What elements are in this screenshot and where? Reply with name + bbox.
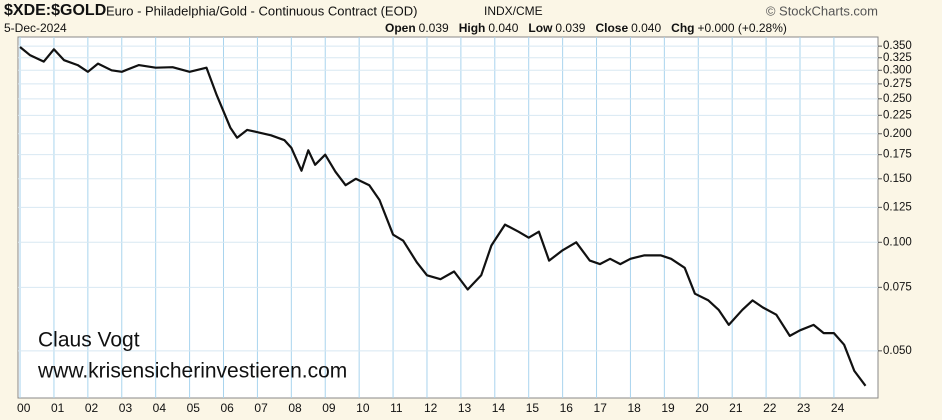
y-tick-label: 0.125 (883, 201, 912, 213)
x-tick-label: 23 (797, 401, 811, 415)
quote-label: High (459, 21, 486, 35)
x-tick-label: 06 (221, 401, 235, 415)
x-tick-label: 01 (51, 401, 65, 415)
y-tick-label: 0.150 (883, 173, 912, 185)
plot-area (17, 36, 879, 399)
x-tick-label: 10 (356, 401, 370, 415)
x-tick-label: 18 (627, 401, 641, 415)
annotation: www.krisensicherinvestieren.com (37, 360, 347, 383)
x-tick-label: 17 (594, 401, 608, 415)
annotation: Claus Vogt (38, 329, 140, 352)
x-tick-label: 00 (17, 401, 31, 415)
x-tick-label: 12 (424, 401, 438, 415)
y-tick-label: 0.050 (883, 345, 912, 357)
y-tick-label: 0.300 (883, 64, 912, 76)
x-tick-label: 24 (831, 401, 845, 415)
x-tick-label: 02 (85, 401, 99, 415)
y-tick-label: 0.075 (883, 281, 912, 293)
quote-label: Open (385, 21, 416, 35)
quote-label: Low (528, 21, 553, 35)
quote-value: +0.000 (+0.28%) (697, 21, 786, 35)
exchange: INDX/CME (484, 4, 543, 18)
x-tick-label: 04 (153, 401, 167, 415)
x-tick-label: 05 (187, 401, 201, 415)
x-tick-label: 16 (560, 401, 574, 415)
x-tick-label: 03 (119, 401, 133, 415)
chart-title: $XDE:$GOLD (4, 2, 106, 19)
y-tick-label: 0.175 (883, 149, 912, 161)
quote-label: Chg (671, 21, 694, 35)
x-tick-label: 11 (390, 401, 403, 415)
y-tick-label: 0.200 (883, 128, 912, 140)
quote-value: 0.040 (631, 21, 661, 35)
y-tick-label: 0.225 (883, 109, 912, 121)
quote-value: 0.040 (488, 21, 518, 35)
subtitle: Euro - Philadelphia/Gold - Continuous Co… (106, 3, 417, 18)
x-tick-label: 19 (661, 401, 675, 415)
price-line (19, 46, 867, 387)
y-tick-label: 0.350 (883, 40, 912, 52)
x-tick-label: 21 (729, 401, 743, 415)
quote-value: 0.039 (555, 21, 585, 35)
source: © StockCharts.com (766, 3, 878, 18)
x-tick-label: 09 (322, 401, 336, 415)
y-tick-label: 0.325 (883, 52, 912, 64)
quote: Open 0.039 High 0.040 Low 0.039 Close 0.040 Chg +… (385, 21, 787, 35)
date: 5-Dec-2024 (4, 21, 67, 35)
quote-value: 0.039 (419, 21, 449, 35)
x-tick-label: 07 (254, 401, 268, 415)
y-tick-label: 0.250 (883, 93, 912, 105)
x-tick-label: 14 (492, 401, 506, 415)
x-tick-label: 20 (695, 401, 709, 415)
x-tick-label: 13 (458, 401, 472, 415)
quote-label: Close (595, 21, 628, 35)
y-tick-label: 0.275 (883, 78, 912, 90)
x-tick-label: 08 (288, 401, 302, 415)
y-tick-label: 0.100 (883, 236, 912, 248)
x-tick-label: 15 (526, 401, 540, 415)
x-tick-label: 22 (763, 401, 777, 415)
